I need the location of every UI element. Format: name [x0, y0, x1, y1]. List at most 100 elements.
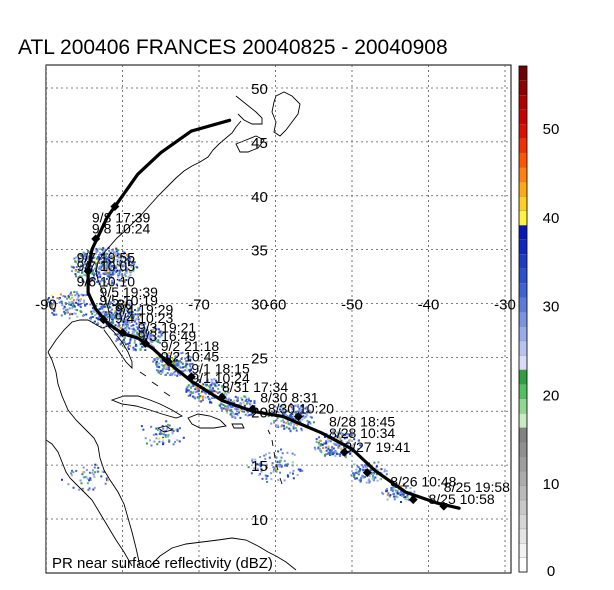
rain-pixel: [142, 334, 144, 337]
rain-pixel: [331, 452, 334, 455]
rain-pixel: [81, 473, 84, 476]
rain-pixel: [84, 267, 87, 270]
rain-pixel: [210, 390, 213, 393]
rain-pixel: [125, 309, 128, 312]
rain-pixel: [77, 294, 80, 297]
rain-pixel: [279, 464, 282, 466]
rain-pixel: [67, 483, 70, 486]
rain-pixel: [285, 426, 288, 429]
rain-pixel: [79, 275, 82, 278]
rain-pixel: [80, 275, 83, 278]
rain-pixel: [312, 421, 315, 424]
rain-pixel: [313, 446, 316, 449]
rain-pixel: [97, 318, 100, 321]
rain-pixel: [290, 422, 293, 424]
rain-pixel: [282, 419, 285, 422]
rain-pixel: [119, 254, 122, 257]
rain-pixel: [97, 470, 100, 473]
rain-pixel: [317, 446, 320, 449]
rain-pixel: [265, 463, 268, 466]
rain-pixel: [65, 309, 68, 312]
rain-pixel: [277, 450, 280, 453]
rain-pixel: [143, 334, 146, 337]
rain-pixel: [150, 444, 153, 447]
colorbar-swatch: [518, 412, 528, 428]
rain-pixel: [385, 489, 387, 492]
rain-pixel: [302, 415, 305, 417]
rain-pixel: [282, 408, 285, 411]
rain-pixel: [104, 273, 107, 276]
rain-pixel: [253, 467, 255, 470]
rain-pixel: [325, 453, 327, 456]
track-label: 9/5 10:19: [100, 293, 159, 309]
rain-pixel: [172, 371, 175, 374]
rain-pixel: [175, 359, 178, 361]
rain-pixel: [75, 291, 78, 294]
rain-pixel: [83, 294, 86, 297]
rain-pixel: [320, 451, 323, 454]
rain-pixel: [119, 299, 121, 302]
rain-pixel: [286, 420, 289, 423]
rain-pixel: [146, 335, 149, 337]
rain-pixel: [177, 373, 180, 375]
rain-pixel: [123, 273, 126, 276]
rain-pixel: [122, 321, 125, 324]
rain-pixel: [156, 443, 159, 446]
rain-pixel: [204, 381, 207, 384]
rain-pixel: [335, 453, 338, 455]
rain-pixel: [194, 388, 197, 391]
rain-pixel: [122, 341, 125, 344]
rain-pixel: [119, 311, 122, 314]
rain-pixel: [128, 311, 131, 314]
rain-pixel: [126, 324, 129, 327]
rain-pixel: [284, 464, 287, 467]
rain-pixel: [184, 357, 187, 360]
rain-pixel: [125, 254, 128, 256]
rain-pixel: [325, 442, 328, 445]
rain-pixel: [395, 491, 398, 494]
rain-pixel: [189, 394, 192, 397]
rain-pixel: [306, 410, 309, 413]
rain-pixel: [190, 392, 193, 394]
track-label: 9/5 19:39: [100, 284, 159, 300]
rain-pixel: [219, 404, 222, 407]
rain-pixel: [68, 301, 71, 304]
rain-pixel: [188, 368, 191, 371]
rain-pixel: [107, 260, 110, 263]
rain-pixel: [406, 495, 409, 498]
rain-pixel: [291, 405, 294, 408]
rain-pixel: [136, 331, 139, 334]
rain-pixel: [216, 382, 218, 384]
rain-pixel: [358, 479, 361, 482]
rain-pixel: [82, 294, 85, 297]
rain-pixel: [171, 430, 174, 433]
rain-pixel: [253, 405, 256, 408]
rain-pixel: [118, 264, 121, 267]
rain-pixel: [277, 411, 280, 414]
rain-pixel: [405, 486, 408, 489]
rain-pixel: [113, 267, 115, 269]
rain-pixel: [199, 380, 202, 383]
rain-pixel: [98, 265, 101, 268]
lon-label: -70: [188, 297, 210, 314]
rain-pixel: [319, 447, 322, 450]
rain-pixel: [258, 473, 261, 476]
rain-pixel: [126, 258, 129, 260]
rain-pixel: [131, 261, 134, 264]
rain-pixel: [109, 273, 112, 276]
storm-track-labels: 8/25 10:588/25 19:588/26 10:48 8/27 19:41…: [77, 210, 511, 507]
rain-pixel: [227, 387, 230, 390]
storm-track-line: [86, 118, 461, 510]
rain-pixel: [112, 264, 115, 267]
rain-pixel: [273, 468, 276, 471]
rain-pixel: [273, 412, 276, 414]
rain-pixel: [53, 309, 55, 312]
rain-pixel: [106, 283, 109, 285]
rain-pixel: [210, 401, 213, 404]
rain-pixel: [121, 307, 124, 310]
rain-pixel: [108, 325, 111, 328]
lat-label: 35: [251, 243, 268, 260]
colorbar-label: 20: [543, 388, 560, 405]
rain-pixel: [275, 419, 278, 422]
rain-pixel: [403, 493, 406, 496]
